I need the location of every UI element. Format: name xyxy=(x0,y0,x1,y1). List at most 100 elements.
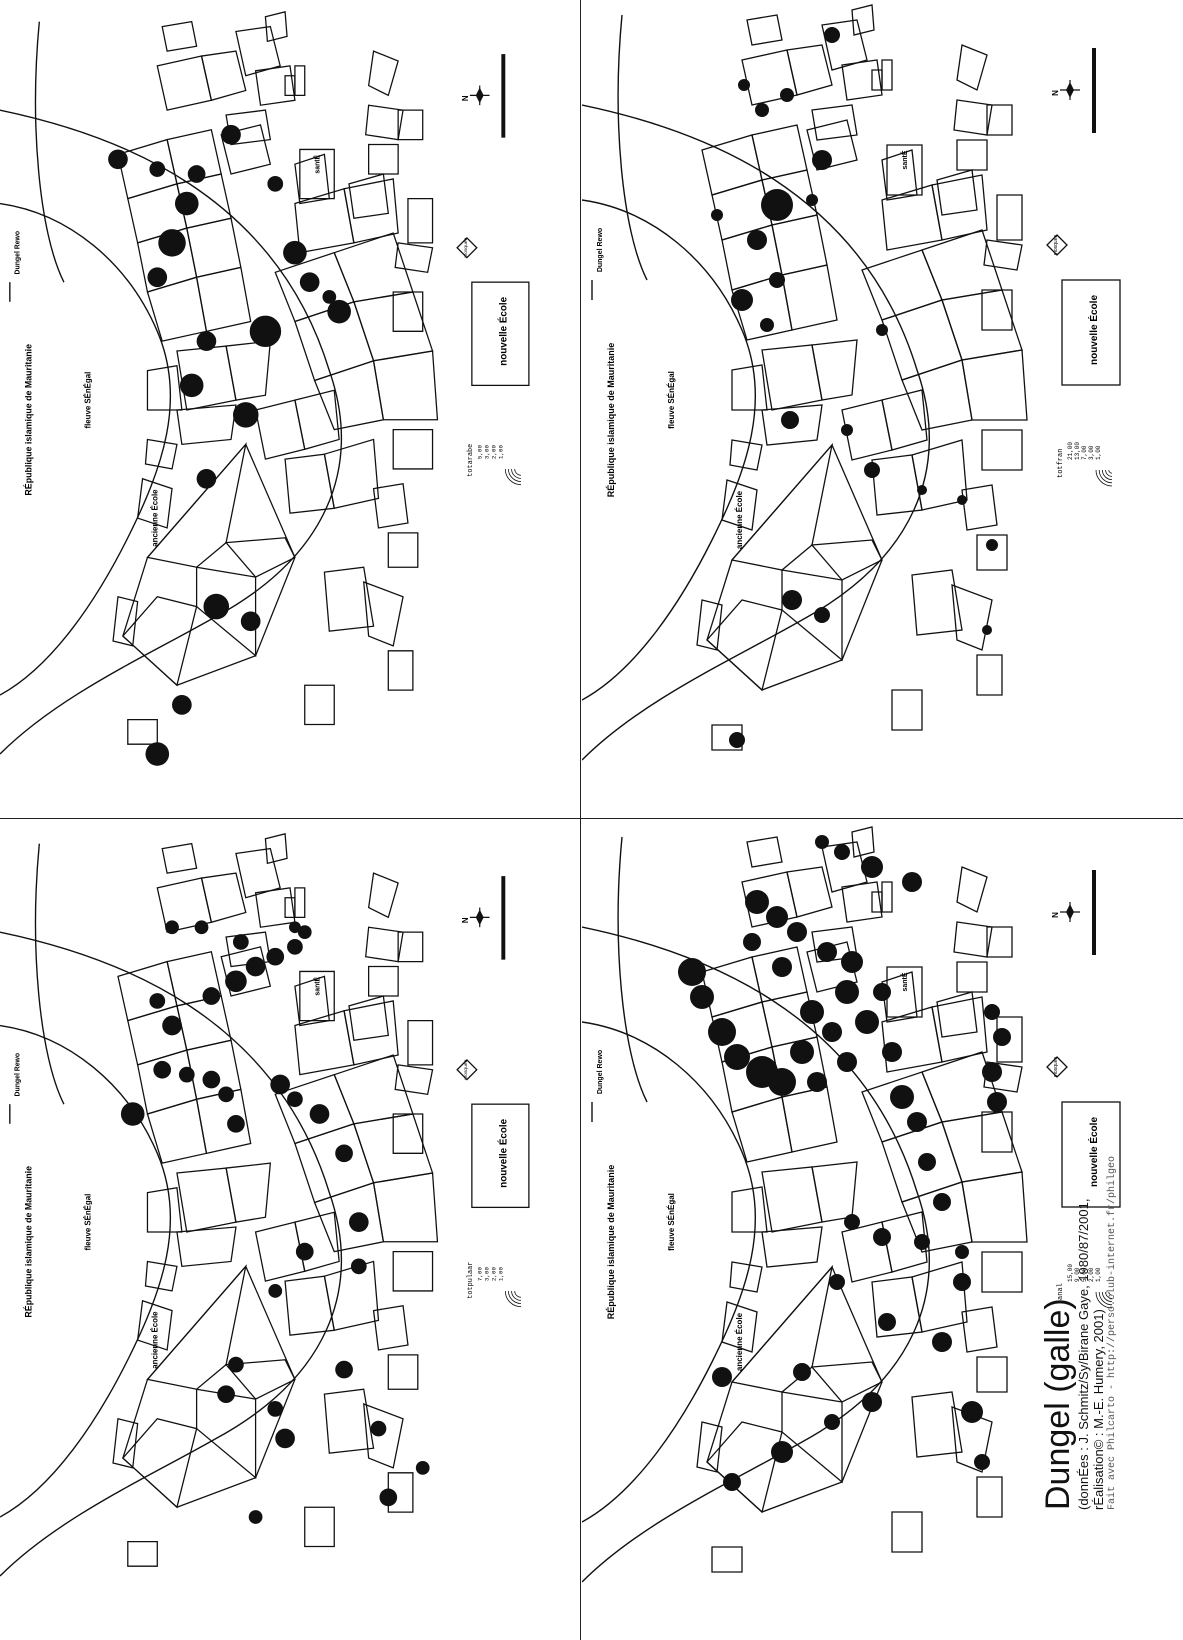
parcel-outline xyxy=(696,599,723,651)
count-circle xyxy=(196,468,217,489)
compass-rose-icon xyxy=(475,909,484,926)
count-circle xyxy=(379,1488,398,1507)
count-circle xyxy=(837,1052,857,1072)
parcel-outline xyxy=(313,1181,385,1253)
parcel-outline xyxy=(911,1261,968,1333)
parcel-outline xyxy=(284,897,296,919)
parcel-outline xyxy=(294,389,340,451)
count-circle xyxy=(829,1274,845,1290)
parcel-outline xyxy=(348,173,390,219)
parcel-outline xyxy=(901,359,973,431)
count-circle xyxy=(165,920,179,935)
count-circle xyxy=(987,1092,1007,1112)
compass-north-label: N xyxy=(1051,90,1060,96)
place-label-old_school: ancienne École xyxy=(735,1312,744,1371)
place-label-health: santÉ xyxy=(312,976,321,995)
parcel-outline xyxy=(195,1388,257,1480)
parcel-outline xyxy=(294,887,306,919)
legend-circle xyxy=(1108,469,1113,474)
new-school-building xyxy=(1061,1101,1121,1208)
count-circle xyxy=(873,1228,891,1246)
parcel-outline xyxy=(254,399,306,460)
parcel-outline xyxy=(195,566,257,658)
count-circle xyxy=(295,1242,314,1261)
legend-variable-name: totfran xyxy=(1057,449,1065,478)
parcel-outline xyxy=(368,965,399,997)
count-circle xyxy=(902,872,922,892)
parcel-outline xyxy=(891,689,923,731)
place-label-old_school: ancienne École xyxy=(150,489,159,547)
parcel-outline xyxy=(721,1301,758,1353)
count-circle xyxy=(275,1428,295,1449)
parcel-outline xyxy=(911,1391,963,1458)
parcel-outline xyxy=(372,1304,409,1351)
place-label-mosque: mosquée xyxy=(1053,1057,1059,1078)
parcel-outline xyxy=(731,364,768,411)
count-circle xyxy=(149,993,166,1009)
count-circle xyxy=(876,324,888,336)
mosque-icon xyxy=(456,1059,478,1081)
place-label-river: fleuve SÉnÉgal xyxy=(667,371,676,429)
count-circle xyxy=(918,1153,936,1171)
legend-circle xyxy=(1102,469,1113,480)
parcel-outline xyxy=(323,1260,380,1332)
count-circle xyxy=(108,149,128,170)
parcel-outline xyxy=(387,532,419,568)
count-circle xyxy=(297,925,312,940)
parcel-outline xyxy=(304,684,335,726)
parcel-outline xyxy=(761,344,823,411)
parcel-outline xyxy=(986,926,1013,958)
compass-north-label: N xyxy=(461,917,470,923)
count-circle xyxy=(982,1062,1002,1082)
parcel-outline xyxy=(811,1161,858,1223)
count-circle xyxy=(841,951,863,973)
parcel-outline xyxy=(956,866,988,913)
count-circle xyxy=(878,1313,896,1331)
count-circle xyxy=(953,1273,971,1291)
legend-value-label: 2,00 xyxy=(490,445,497,460)
count-circle xyxy=(322,290,337,304)
count-circle xyxy=(861,856,883,878)
count-circle xyxy=(864,462,880,478)
count-circle xyxy=(761,189,793,221)
count-circle xyxy=(907,1112,927,1132)
parcel-outline xyxy=(976,534,1008,571)
count-circle xyxy=(194,920,209,935)
legend-circle xyxy=(504,1290,522,1308)
count-circle xyxy=(370,1420,387,1437)
map-panel-totfran: RÉpublique islamique de Mauritanie fleuve… xyxy=(582,4,1121,761)
count-circle xyxy=(335,1360,353,1379)
parcel-outline xyxy=(981,1251,1023,1293)
parcel-outline xyxy=(731,1096,793,1163)
legend-circle xyxy=(508,468,522,482)
parcel-outline xyxy=(284,1275,335,1336)
parcel-outline xyxy=(706,1421,783,1514)
new-school-building xyxy=(471,1103,530,1209)
parcel-outline xyxy=(224,537,296,578)
count-circle xyxy=(731,289,753,311)
river-bank-curve xyxy=(617,836,648,1103)
parcel-outline xyxy=(176,404,237,446)
count-circle xyxy=(266,947,285,966)
compass-rose-icon xyxy=(475,87,484,104)
place-label-mosque: mosquée xyxy=(463,237,469,257)
parcel-outline xyxy=(127,1005,188,1066)
count-circle xyxy=(120,1102,145,1126)
parcel-outline xyxy=(761,1226,823,1268)
parcel-outline xyxy=(706,599,783,692)
count-circle xyxy=(817,942,837,962)
place-label-health: santÉ xyxy=(900,972,909,991)
legend-circle xyxy=(514,468,522,476)
count-circle xyxy=(882,1042,902,1062)
count-circle xyxy=(769,272,785,288)
count-circle xyxy=(245,956,266,977)
parcel-outline xyxy=(976,1476,1003,1518)
place-label-new_school: nouvelle École xyxy=(497,1118,509,1187)
parcel-outline xyxy=(407,197,434,244)
legend-circle xyxy=(511,468,522,479)
legend-circle xyxy=(1105,469,1113,477)
count-circle xyxy=(174,191,199,216)
parcel-outline xyxy=(136,477,173,529)
count-circle xyxy=(855,1010,879,1034)
parcel-outline xyxy=(721,479,758,531)
